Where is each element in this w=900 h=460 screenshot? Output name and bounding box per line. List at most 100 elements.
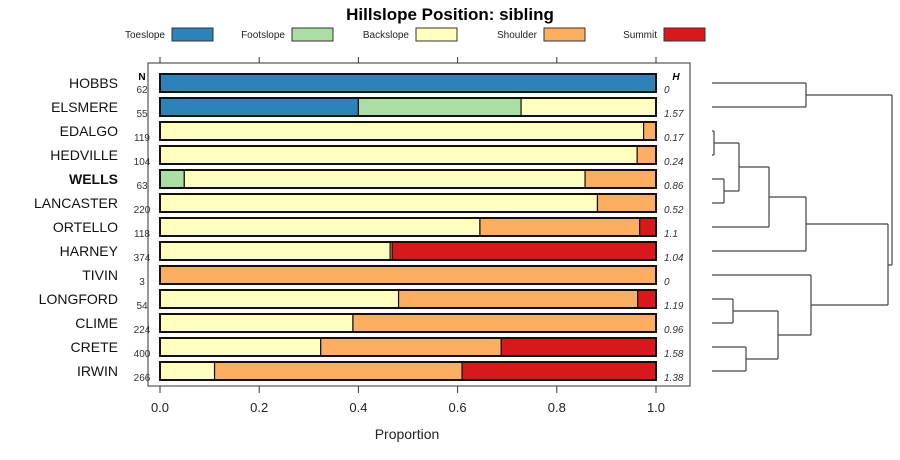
category-label: LANCASTER	[34, 195, 118, 211]
h-value: 1.04	[664, 253, 684, 264]
category-label: IRWIN	[77, 363, 118, 379]
bar-segment-footslope	[159, 169, 185, 189]
bar-segment-backslope	[159, 217, 481, 237]
h-value: 1.1	[664, 229, 678, 240]
bar-outline	[159, 361, 657, 381]
bar-segment-shoulder	[397, 289, 639, 309]
bar-segment-shoulder	[596, 193, 657, 213]
n-value: 266	[134, 373, 151, 384]
legend-label: Toeslope	[125, 30, 165, 41]
h-value: 0.17	[664, 133, 684, 144]
x-tick-label: 0.6	[449, 400, 467, 415]
bar-segment-backslope	[159, 313, 354, 333]
bar-outline	[159, 289, 657, 309]
bar-outline	[159, 265, 657, 285]
dendrogram-branches	[712, 82, 893, 372]
h-value: 0.86	[664, 181, 684, 192]
category-label: LONGFORD	[39, 291, 118, 307]
bar-segment-shoulder	[159, 265, 657, 285]
chart-title: Hillslope Position: sibling	[346, 5, 554, 24]
bar-segment-toeslope	[159, 97, 359, 117]
n-value: 119	[134, 133, 150, 144]
bar-outline	[159, 73, 657, 93]
n-value: 63	[136, 181, 148, 192]
legend-swatch	[415, 27, 458, 42]
x-tick-label: 0.4	[349, 400, 367, 415]
bar-outline	[159, 217, 657, 237]
bar-segment-backslope	[183, 169, 586, 189]
category-label: TIVIN	[82, 267, 118, 283]
legend-label: Shoulder	[497, 30, 538, 41]
category-label: EDALGO	[60, 123, 118, 139]
category-label: HOBBS	[69, 75, 118, 91]
x-axis-label: Proportion	[375, 426, 440, 442]
bar-outline	[159, 193, 657, 213]
bar-segment-shoulder	[352, 313, 657, 333]
x-axis: 0.0 0.2 0.4 0.6 0.8 1.0	[151, 57, 665, 415]
n-value: 3	[139, 277, 145, 288]
h-value: 0	[664, 277, 670, 288]
h-value: 0	[664, 85, 670, 96]
legend: Toeslope Footslope Backslope Shoulder Summit	[125, 27, 706, 42]
category-label: CLIME	[75, 315, 118, 331]
bar-segment-shoulder	[213, 361, 463, 381]
category-label: ORTELLO	[53, 219, 118, 235]
legend-swatch	[543, 27, 586, 42]
bar-segment-shoulder	[479, 217, 641, 237]
category-label: ELSMERE	[51, 99, 118, 115]
n-header: N	[138, 72, 145, 83]
bar-segment-backslope	[159, 289, 400, 309]
category-label: WELLS	[69, 171, 118, 187]
bar-segment-shoulder	[584, 169, 657, 189]
n-value: 224	[134, 325, 151, 336]
legend-swatch	[171, 27, 214, 42]
row-labels: N H HOBBS 62 0 ELSMERE 55 1.57 EDALGO 119 0.17 HEDV…	[34, 72, 684, 384]
bar-segment-backslope	[520, 97, 657, 117]
bar-outline	[159, 313, 657, 333]
legend-label: Backslope	[363, 30, 410, 41]
category-label: CRETE	[71, 339, 118, 355]
h-value: 0.52	[664, 205, 684, 216]
bars	[159, 73, 657, 381]
bar-outline	[159, 97, 657, 117]
bar-segment-summit	[391, 241, 657, 261]
bar-segment-shoulder	[636, 145, 657, 165]
h-value: 1.57	[664, 109, 684, 120]
bar-outline	[159, 241, 657, 261]
legend-swatch	[291, 27, 334, 42]
bar-outline	[159, 121, 657, 141]
bar-segment-backslope	[159, 193, 599, 213]
x-tick-label: 1.0	[647, 400, 665, 415]
h-value: 1.38	[664, 373, 684, 384]
n-value: 374	[134, 253, 151, 264]
bar-segment-footslope	[357, 97, 522, 117]
x-tick-label: 0.8	[548, 400, 566, 415]
n-value: 54	[136, 301, 148, 312]
bar-segment-backslope	[159, 145, 638, 165]
h-header: H	[672, 72, 680, 83]
legend-swatch	[663, 27, 706, 42]
n-value: 62	[136, 85, 148, 96]
n-value: 118	[134, 229, 150, 240]
bar-outline	[159, 145, 657, 165]
category-label: HEDVILLE	[50, 147, 118, 163]
x-tick-label: 0.2	[250, 400, 268, 415]
bar-outline	[159, 337, 657, 357]
bar-segment-shoulder	[642, 121, 657, 141]
bar-outline	[159, 169, 657, 189]
bar-segment-summit	[500, 337, 657, 357]
bar-segment-summit	[461, 361, 657, 381]
h-value: 0.96	[664, 325, 684, 336]
h-value: 1.19	[664, 301, 684, 312]
legend-label: Summit	[623, 30, 657, 41]
n-value: 104	[134, 157, 151, 168]
x-tick-label: 0.0	[151, 400, 169, 415]
bar-segment-backslope	[159, 361, 216, 381]
bar-segment-summit	[639, 217, 657, 237]
bar-segment-shoulder	[320, 337, 502, 357]
h-value: 1.58	[664, 349, 684, 360]
n-value: 220	[134, 205, 151, 216]
n-value: 400	[134, 349, 151, 360]
